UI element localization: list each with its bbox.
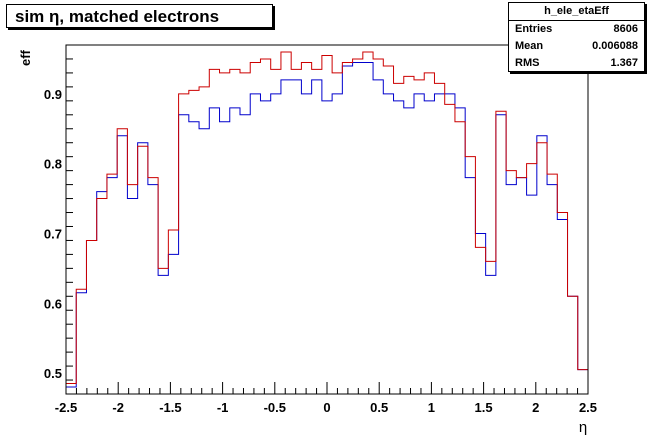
- stats-row: Mean 0.006088: [509, 38, 644, 55]
- stats-value: 8606: [613, 23, 638, 35]
- x-tick-label: -2: [112, 400, 124, 415]
- y-axis-label: eff: [18, 49, 33, 66]
- plot-frame: [65, 44, 589, 395]
- x-tick-label: 0.5: [370, 400, 388, 415]
- stats-row: RMS 1.367: [509, 55, 644, 72]
- stats-row: Entries 8606: [509, 21, 644, 38]
- plot-series-layer: [66, 51, 588, 388]
- x-tick-label: -2.5: [55, 400, 77, 415]
- y-tick-label: 0.9: [44, 87, 62, 102]
- stats-histogram-name: h_ele_etaEff: [509, 3, 644, 21]
- stats-value: 1.367: [610, 57, 638, 69]
- axis-ticks-layer: -2.5 -2 -1.5 -1 -0.5 0 0.5 1 1.5 2 2.5 0.5 0.6 0.7 0.8…: [44, 44, 597, 415]
- stats-label: RMS: [515, 57, 540, 69]
- x-axis-label: η: [579, 419, 587, 436]
- chart-title: sim η, matched electrons: [6, 4, 273, 28]
- series-line: [66, 51, 588, 385]
- stats-value: 0.006088: [592, 40, 638, 52]
- y-tick-label: 0.7: [44, 226, 62, 241]
- y-tick-label: 0.6: [44, 296, 62, 311]
- x-tick-label: -1: [217, 400, 229, 415]
- stats-box: h_ele_etaEff Entries 8606 Mean 0.006088 …: [508, 2, 645, 72]
- x-tick-label: 2: [532, 400, 539, 415]
- x-tick-label: 0: [323, 400, 330, 415]
- stats-label: Mean: [515, 40, 544, 52]
- x-tick-label: 1: [428, 400, 435, 415]
- y-tick-label: 0.5: [44, 366, 62, 381]
- x-tick-label: -1.5: [159, 400, 181, 415]
- series-line: [66, 61, 588, 388]
- x-tick-label: -0.5: [264, 400, 286, 415]
- x-tick-label: 1.5: [475, 400, 493, 415]
- x-tick-label: 2.5: [579, 400, 597, 415]
- stats-label: Entries: [515, 23, 553, 35]
- y-tick-label: 0.8: [44, 157, 62, 172]
